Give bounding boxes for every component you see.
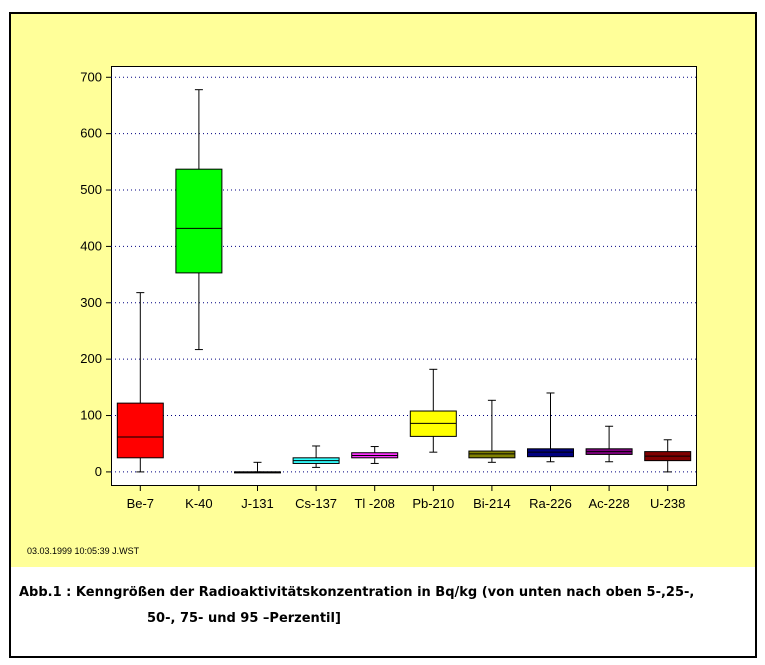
- box-k-40: [175, 168, 223, 274]
- chart-background: 0 100 200 300 400 500 600 700 Be-7 K-40 J-131 Cs-13…: [11, 14, 755, 567]
- y-tick-label: 700: [80, 69, 102, 84]
- x-tick-label-cs-137: Cs-137: [295, 496, 337, 511]
- y-tick-label: 200: [80, 351, 102, 366]
- y-tick-label: 500: [80, 182, 102, 197]
- box-be-7: [116, 402, 164, 459]
- x-tick-label-tl-208: Tl -208: [354, 496, 394, 511]
- x-tick-label-j-131: J-131: [241, 496, 274, 511]
- x-tick-label-k-40: K-40: [185, 496, 212, 511]
- y-tick-label: 600: [80, 126, 102, 141]
- x-tick-label-be-7: Be-7: [127, 496, 154, 511]
- box-bi-214: [468, 450, 516, 459]
- x-tick-label-ac-228: Ac-228: [588, 496, 629, 511]
- y-tick-label: 300: [80, 295, 102, 310]
- y-tick-label: 0: [95, 464, 102, 479]
- x-tick-label-ra-226: Ra-226: [529, 496, 572, 511]
- y-tick-label: 100: [80, 408, 102, 423]
- caption-line-2: 50-, 75- und 95 –Perzentil]: [147, 611, 341, 626]
- box-plot-chart: 0 100 200 300 400 500 600 700 Be-7 K-40 J-131 Cs-13…: [80, 69, 697, 511]
- box-ra-226: [527, 448, 574, 458]
- timestamp-label: 03.03.1999 10:05:39 J.WST: [27, 546, 140, 556]
- x-tick-label-pb-210: Pb-210: [412, 496, 454, 511]
- figure-frame: 0 100 200 300 400 500 600 700 Be-7 K-40 J-131 Cs-13…: [9, 12, 757, 658]
- x-tick-label-u-238: U-238: [650, 496, 685, 511]
- x-tick-label-bi-214: Bi-214: [473, 496, 511, 511]
- caption-line-1: Abb.1 : Kenngrößen der Radioaktivitätsko…: [19, 585, 695, 600]
- figure-caption: Abb.1 : Kenngrößen der Radioaktivitätsko…: [19, 580, 749, 632]
- y-tick-label: 400: [80, 238, 102, 253]
